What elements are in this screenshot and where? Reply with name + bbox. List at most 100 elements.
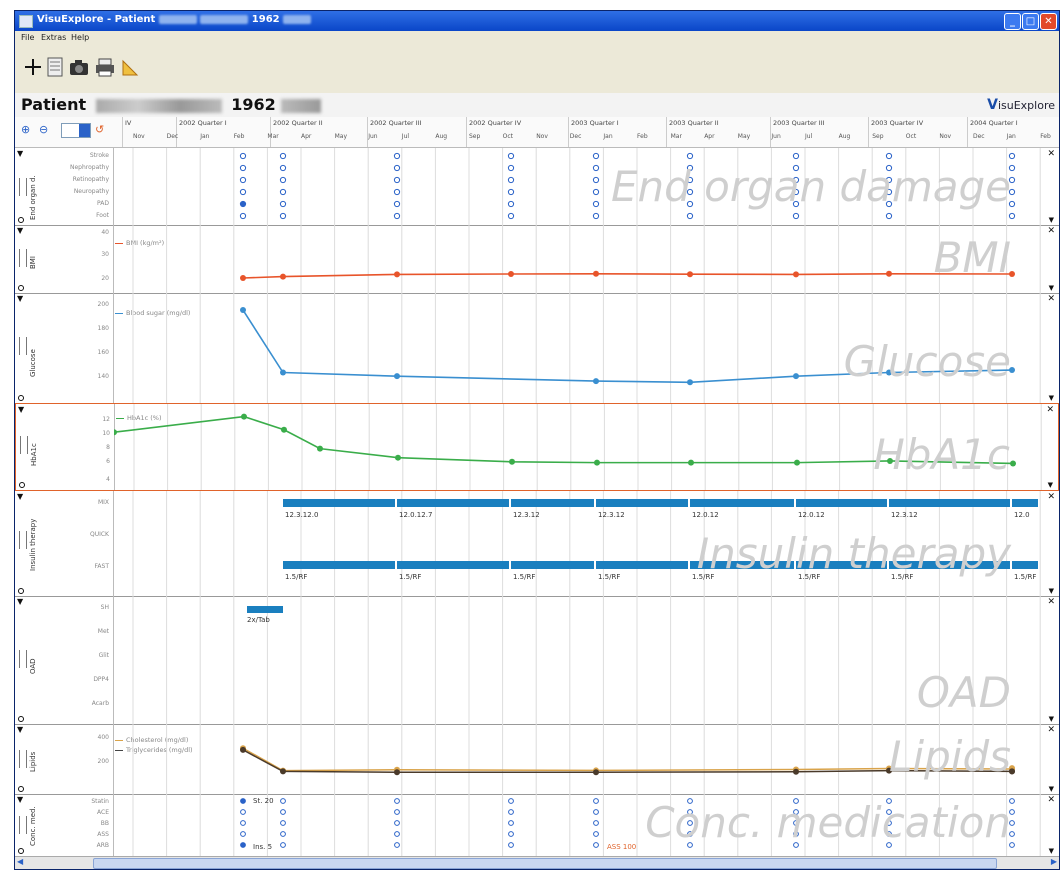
toolbar [15,45,1059,94]
status-marker [592,164,600,172]
conc-medication-chart[interactable]: St. 20 Ins. 5 ASS 100 [113,794,1059,856]
panel-menu-icon[interactable] [18,786,24,792]
close-panel-icon[interactable]: ✕ [1047,294,1055,304]
zoom-out-icon[interactable]: ⊖ [39,123,49,136]
month-label: Feb [1040,133,1051,140]
bmi-chart[interactable] [113,225,1059,293]
menu-file[interactable]: File [21,33,35,42]
scroll-down-icon[interactable]: ▼ [1048,715,1054,723]
close-panel-icon[interactable]: ✕ [1047,795,1055,805]
resize-grip-icon[interactable] [19,178,27,196]
bar-label: 12.3.12 [513,511,540,519]
insulin-chart[interactable]: 12.3.12.0 1.5/RF 12.0.12.7 1.5/RF 12.3.12 1.5… [113,491,1059,596]
bar-label: 12.3.12 [598,511,625,519]
bar-label: 1.5/RF [399,573,421,581]
scroll-down-icon[interactable]: ▼ [1047,481,1053,489]
data-point [394,373,400,380]
collapse-triangle-icon[interactable]: ▼ [18,405,25,414]
panel-menu-icon[interactable] [19,482,25,488]
close-panel-icon[interactable]: ✕ [1047,725,1055,735]
chevron-down-icon[interactable] [79,124,90,137]
status-marker [1009,842,1015,848]
scroll-right-icon[interactable]: ▶ [1050,857,1057,866]
scrollbar-thumb[interactable] [93,858,997,869]
lipids-chart[interactable] [113,724,1059,794]
crosshair-icon[interactable] [23,57,43,77]
row-label: MIX [97,499,109,506]
status-marker [240,798,246,804]
end-organ-chart[interactable] [113,148,1059,225]
printer-icon[interactable] [95,57,115,77]
window-title-year: 1962 [251,14,280,25]
period-label: 2002 Quarter III [370,119,422,127]
refresh-icon[interactable]: ↺ [95,123,105,136]
close-panel-icon[interactable]: ✕ [1047,492,1055,502]
camera-icon[interactable] [69,57,89,77]
collapse-triangle-icon[interactable]: ▼ [17,149,24,158]
hba1c-chart[interactable] [114,404,1058,490]
status-marker [792,176,800,184]
collapse-triangle-icon[interactable]: ▼ [17,795,24,804]
horizontal-scrollbar[interactable]: ◀ ▶ [15,856,1059,869]
zoom-in-icon[interactable]: ⊕ [21,123,31,136]
zoom-dropdown[interactable] [61,123,91,138]
close-panel-icon[interactable]: ✕ [1047,597,1055,607]
collapse-triangle-icon[interactable]: ▼ [17,725,24,734]
collapse-triangle-icon[interactable]: ▼ [17,597,24,606]
close-panel-icon[interactable]: ✕ [1046,405,1054,415]
scroll-down-icon[interactable]: ▼ [1048,284,1054,292]
resize-grip-icon[interactable] [19,750,27,768]
status-marker [508,831,514,837]
collapse-triangle-icon[interactable]: ▼ [17,226,24,235]
insulin-bar [596,561,688,569]
data-point [687,379,693,386]
glucose-chart[interactable] [113,293,1059,403]
panel-menu-icon[interactable] [18,848,24,854]
panel-bmi: ▼ BMI 40 30 20 BMI (kg/m²) BMI ✕ ▼ [15,225,1059,294]
resize-grip-icon[interactable] [19,249,27,267]
close-panel-icon[interactable]: ✕ [1047,226,1055,236]
scroll-down-icon[interactable]: ▼ [1048,394,1054,402]
period-label: 2002 Quarter II [273,119,323,127]
scroll-down-icon[interactable]: ▼ [1048,216,1054,224]
scroll-down-icon[interactable]: ▼ [1048,847,1054,855]
panel-menu-icon[interactable] [18,217,24,223]
scroll-down-icon[interactable]: ▼ [1048,785,1054,793]
status-marker [593,820,599,826]
resize-grip-icon[interactable] [19,816,27,834]
panel-menu-icon[interactable] [18,285,24,291]
panel-menu-icon[interactable] [18,395,24,401]
resize-grip-icon[interactable] [19,531,27,549]
collapse-triangle-icon[interactable]: ▼ [17,492,24,501]
panel-watermark: Lipids [889,732,1011,781]
status-marker [687,809,693,815]
data-point [793,768,799,775]
period-separator [122,117,123,147]
close-panel-icon[interactable]: ✕ [1047,149,1055,159]
scroll-down-icon[interactable]: ▼ [1048,587,1054,595]
month-label: Jan [603,133,613,140]
time-axis[interactable]: ⊕ ⊖ ↺ IV 2002 Quarter I 2002 Quarter II 200… [15,117,1059,148]
resize-grip-icon[interactable] [19,650,27,668]
scroll-left-icon[interactable]: ◀ [17,857,24,866]
panel-conc-header: ▼ Conc. med. Statin ACE BB ASS ARB [15,794,114,856]
resize-grip-icon[interactable] [20,436,28,454]
panel-menu-icon[interactable] [18,588,24,594]
maximize-button[interactable]: □ [1022,13,1039,30]
close-button[interactable]: ✕ [1040,13,1057,30]
resize-grip-icon[interactable] [19,337,27,355]
oad-chart[interactable]: 2x/Tab [113,596,1059,724]
panel-concomitant-medication: ▼ Conc. med. Statin ACE BB ASS ARB St. 2… [15,794,1059,856]
panel-menu-icon[interactable] [18,716,24,722]
data-point [241,413,247,420]
ruler-icon[interactable] [121,57,141,77]
status-marker [793,842,799,848]
data-point [508,271,514,277]
calendar-icon[interactable] [45,57,65,77]
status-marker [686,200,694,208]
panel-watermark: Insulin therapy [696,529,1011,578]
collapse-triangle-icon[interactable]: ▼ [17,294,24,303]
menu-help[interactable]: Help [71,33,90,42]
minimize-button[interactable]: _ [1004,13,1021,30]
menu-extras[interactable]: Extras [41,33,67,42]
